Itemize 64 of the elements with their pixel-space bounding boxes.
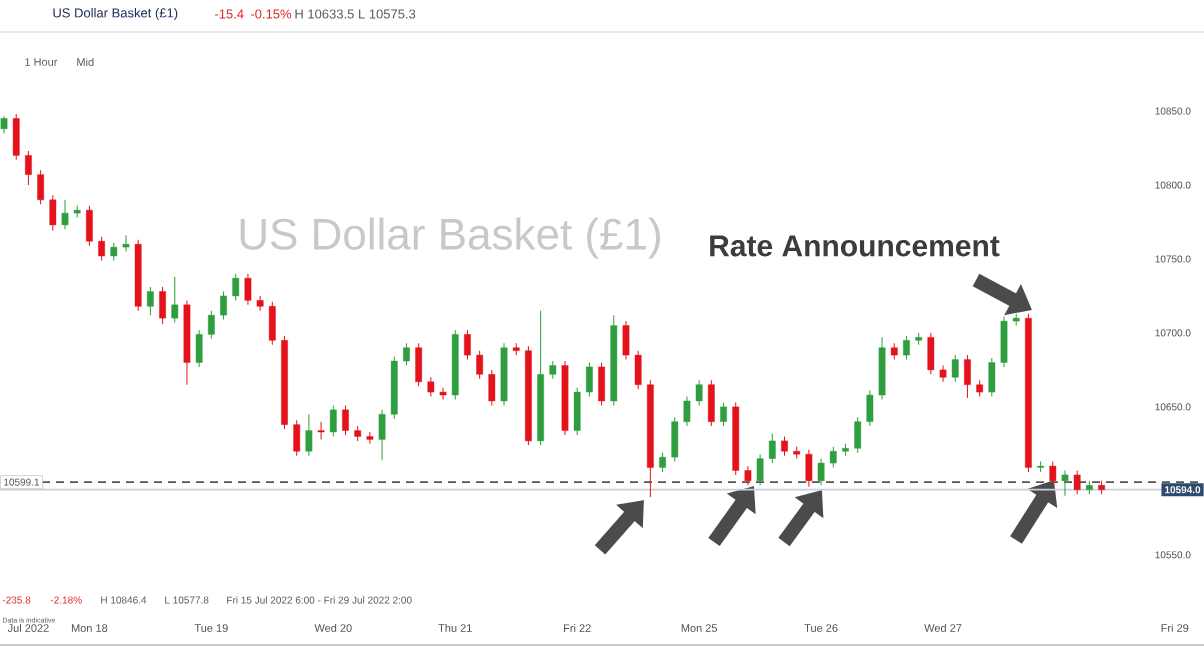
candlestick xyxy=(683,396,691,427)
candlestick xyxy=(781,435,788,457)
candlestick xyxy=(427,376,435,398)
candlestick xyxy=(293,419,301,457)
candlestick xyxy=(829,446,837,469)
candlestick xyxy=(220,291,227,321)
candlestick xyxy=(49,194,57,232)
candlestick xyxy=(586,362,593,398)
candlestick xyxy=(768,433,776,464)
candlestick xyxy=(256,295,264,312)
candlestick xyxy=(744,465,752,486)
candlestick xyxy=(329,404,337,437)
candlestick xyxy=(1049,461,1057,486)
candlestick xyxy=(488,369,496,406)
candlestick xyxy=(1061,469,1069,497)
candlestick xyxy=(1073,469,1081,495)
candlestick xyxy=(903,335,910,361)
candlestick xyxy=(232,273,240,301)
candlestick xyxy=(268,301,276,346)
candlestick xyxy=(878,336,886,400)
candlestick xyxy=(378,409,386,461)
candlestick xyxy=(98,236,105,261)
candlestick xyxy=(207,310,215,340)
candlestick xyxy=(122,234,130,253)
candlestick xyxy=(671,416,679,463)
candlestick xyxy=(244,273,252,306)
candlestick xyxy=(854,416,862,454)
candlestick xyxy=(634,350,642,390)
candlestick xyxy=(195,329,203,368)
candlestick xyxy=(964,354,971,399)
candlestick xyxy=(988,357,996,398)
candlestick xyxy=(707,379,715,427)
candlestick xyxy=(695,379,703,406)
candlestick xyxy=(805,449,813,488)
candlestick xyxy=(439,387,447,400)
candlestick xyxy=(403,342,410,366)
candlestick xyxy=(866,390,874,427)
candlestick xyxy=(146,286,154,316)
candlestick xyxy=(756,453,764,486)
candlestick xyxy=(1000,316,1008,368)
candlestick xyxy=(817,458,825,486)
candlestick xyxy=(342,404,349,436)
candlestick xyxy=(12,113,20,161)
candlestick xyxy=(598,362,605,406)
candlestick xyxy=(939,364,947,383)
candlestick xyxy=(415,342,423,387)
candlestick xyxy=(622,320,630,361)
candlestick xyxy=(720,401,727,427)
candlestick xyxy=(317,421,325,440)
candlestick xyxy=(951,354,959,383)
candlestick xyxy=(159,286,166,325)
candlestick xyxy=(573,387,581,436)
candlestick xyxy=(366,431,374,445)
candlestick xyxy=(927,332,935,375)
candlestick xyxy=(476,350,483,380)
candlestick xyxy=(171,276,179,324)
candlestick xyxy=(659,452,666,473)
candlestick xyxy=(37,169,44,205)
annotation: Rate Announcement xyxy=(710,235,1000,257)
candlestick xyxy=(25,150,32,186)
candlestick xyxy=(464,329,471,361)
candlestick xyxy=(305,413,313,457)
candlestick xyxy=(86,205,93,247)
candlestick xyxy=(61,199,69,230)
